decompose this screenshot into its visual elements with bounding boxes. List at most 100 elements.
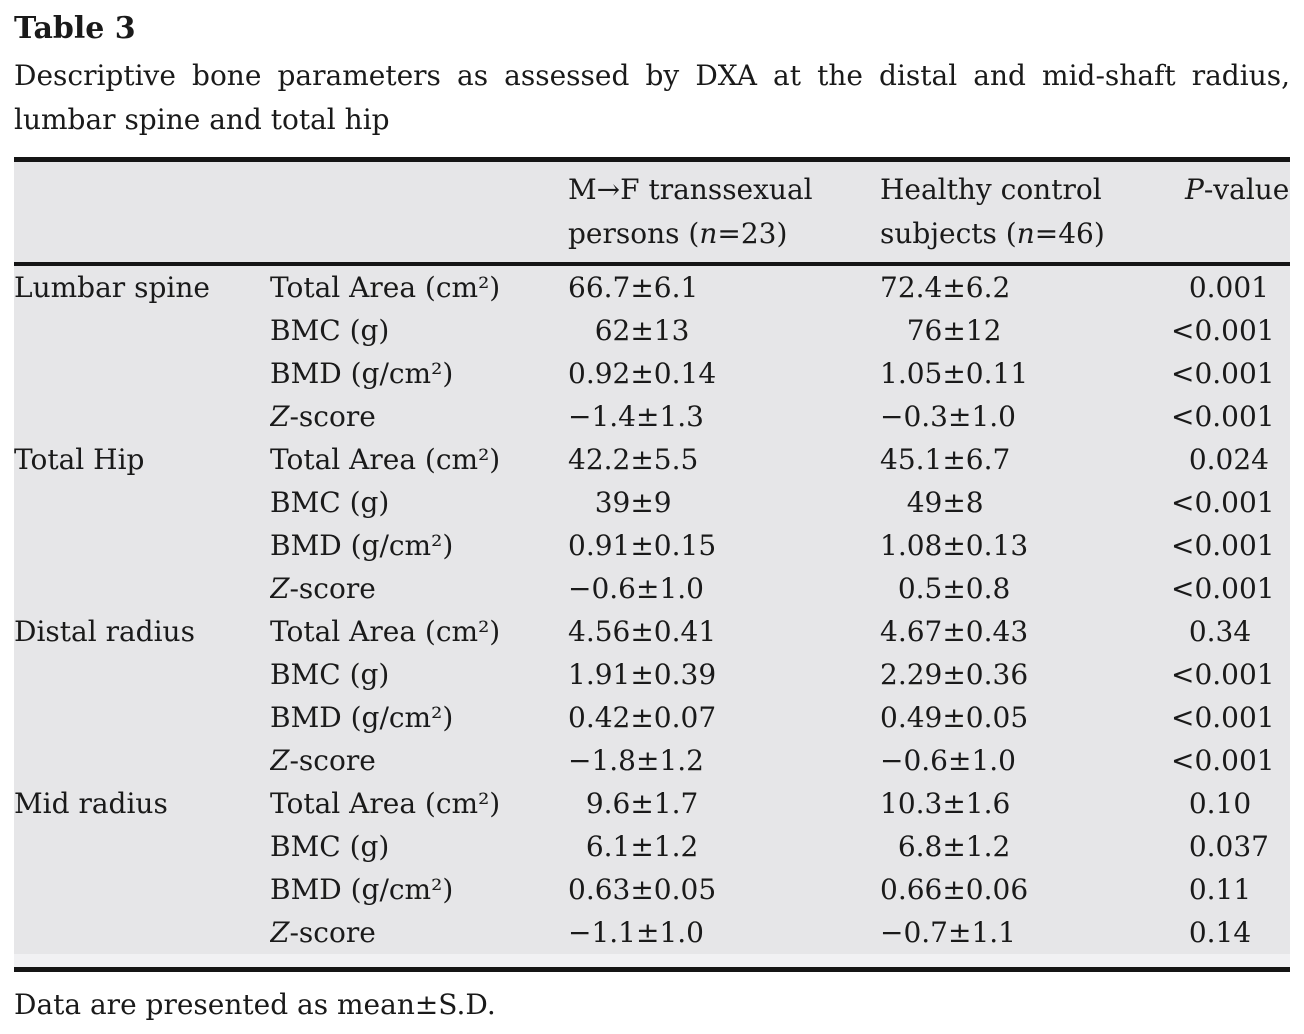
table-header-rule — [14, 262, 1290, 266]
param-label: Z-score — [270, 744, 376, 777]
table-bottom-rule — [14, 967, 1290, 972]
cell-hc-value: 1.08±0.13 — [880, 529, 1029, 562]
caption-line-1: Descriptive bone parameters as assessed … — [14, 59, 1290, 92]
row-group-label: Total Hip — [14, 443, 145, 476]
cell-hc-value: −0.3±1.0 — [880, 400, 1016, 433]
row-group-label — [14, 653, 270, 696]
cell-p-value: <0.001 — [1171, 658, 1275, 691]
cell-hc-value: 6.8±1.2 — [880, 830, 1011, 863]
cell-p-value: 0.34 — [1171, 615, 1252, 648]
param-label: BMD (g/cm²) — [270, 357, 454, 390]
cell-hc-value: 49±8 — [880, 486, 984, 519]
param-label: BMC (g) — [270, 830, 390, 863]
cell-p-value: <0.001 — [1171, 744, 1275, 777]
row-group-label: Mid radius — [14, 787, 168, 820]
param-label: BMC (g) — [270, 658, 390, 691]
table-row: Z-score −1.4±1.3 −0.3±1.0 <0.001 — [14, 395, 1290, 438]
row-group-label — [14, 739, 270, 782]
cell-p-value: <0.001 — [1171, 572, 1275, 605]
table-body: Lumbar spine Total Area (cm²) 66.7±6.1 7… — [14, 266, 1290, 954]
cell-hc-value: −0.7±1.1 — [880, 916, 1016, 949]
header-hc-line1: Healthy control — [880, 173, 1102, 206]
cell-mf-value: 66.7±6.1 — [568, 271, 699, 304]
cell-mf-value: 0.63±0.05 — [568, 873, 717, 906]
table-row: Z-score −1.1±1.0 −0.7±1.1 0.14 — [14, 911, 1290, 954]
cell-p-value: <0.001 — [1171, 400, 1275, 433]
table-row: BMC (g) 6.1±1.2 6.8±1.2 0.037 — [14, 825, 1290, 868]
cell-mf-value: 39±9 — [568, 486, 672, 519]
table-row: BMD (g/cm²) 0.63±0.05 0.66±0.06 0.11 — [14, 868, 1290, 911]
row-group-label: Distal radius — [14, 615, 195, 648]
cell-hc-value: 0.5±0.8 — [880, 572, 1011, 605]
row-group-label — [14, 696, 270, 739]
row-group-label — [14, 567, 270, 610]
cell-hc-value: 72.4±6.2 — [880, 271, 1011, 304]
table-row: Z-score −0.6±1.0 0.5±0.8 <0.001 — [14, 567, 1290, 610]
table-row: Mid radius Total Area (cm²) 9.6±1.7 10.3… — [14, 782, 1290, 825]
italic-z: Z — [270, 744, 290, 777]
header-empty-group — [14, 168, 270, 256]
param-label: Total Area (cm²) — [270, 443, 501, 476]
cell-hc-value: −0.6±1.0 — [880, 744, 1016, 777]
table-top-rule — [14, 157, 1290, 162]
italic-z: Z — [270, 572, 290, 605]
cell-p-value: 0.14 — [1171, 916, 1252, 949]
param-label: BMD (g/cm²) — [270, 701, 454, 734]
cell-p-value: 0.024 — [1171, 443, 1269, 476]
table-row: Lumbar spine Total Area (cm²) 66.7±6.1 7… — [14, 266, 1290, 309]
table-number-heading: Table 3 — [14, 11, 136, 46]
cell-p-value: 0.037 — [1171, 830, 1269, 863]
param-label: Total Area (cm²) — [270, 271, 501, 304]
table-row: Distal radius Total Area (cm²) 4.56±0.41… — [14, 610, 1290, 653]
cell-hc-value: 4.67±0.43 — [880, 615, 1029, 648]
cell-hc-value: 10.3±1.6 — [880, 787, 1011, 820]
row-group-label — [14, 911, 270, 954]
cell-mf-value: 6.1±1.2 — [568, 830, 699, 863]
cell-p-value: <0.001 — [1171, 701, 1275, 734]
param-label: Total Area (cm²) — [270, 615, 501, 648]
cell-hc-value: 0.49±0.05 — [880, 701, 1029, 734]
cell-mf-value: 0.92±0.14 — [568, 357, 717, 390]
header-mf-line2: persons (n=23) — [568, 217, 788, 250]
cell-p-value: <0.001 — [1171, 357, 1275, 390]
italic-z: Z — [270, 400, 290, 433]
cell-hc-value: 0.66±0.06 — [880, 873, 1029, 906]
caption-line-2: lumbar spine and total hip — [14, 103, 390, 136]
param-label: BMD (g/cm²) — [270, 529, 454, 562]
param-label: Z-score — [270, 916, 376, 949]
table-bottom-strip — [14, 954, 1290, 967]
table-row: BMC (g) 1.91±0.39 2.29±0.36 <0.001 — [14, 653, 1290, 696]
row-group-label — [14, 309, 270, 352]
table-row: BMD (g/cm²) 0.92±0.14 1.05±0.11 <0.001 — [14, 352, 1290, 395]
header-mf-column: M→F transsexual persons (n=23) — [568, 168, 880, 256]
cell-mf-value: −0.6±1.0 — [568, 572, 704, 605]
row-group-label — [14, 481, 270, 524]
italic-n: n — [1016, 217, 1035, 250]
table-row: Total Hip Total Area (cm²) 42.2±5.5 45.1… — [14, 438, 1290, 481]
cell-mf-value: 9.6±1.7 — [568, 787, 699, 820]
cell-p-value: <0.001 — [1171, 529, 1275, 562]
cell-mf-value: 0.42±0.07 — [568, 701, 717, 734]
param-label: Total Area (cm²) — [270, 787, 501, 820]
italic-z: Z — [270, 916, 290, 949]
header-mf-line1: M→F transsexual — [568, 173, 813, 206]
header-empty-param — [270, 168, 568, 256]
header-hc-column: Healthy control subjects (n=46) — [880, 168, 1171, 256]
cell-mf-value: 1.91±0.39 — [568, 658, 717, 691]
header-p-column: P-value — [1171, 168, 1290, 256]
table-row: Z-score −1.8±1.2 −0.6±1.0 <0.001 — [14, 739, 1290, 782]
row-group-label: Lumbar spine — [14, 271, 210, 304]
cell-mf-value: 4.56±0.41 — [568, 615, 717, 648]
cell-p-value: 0.001 — [1171, 271, 1269, 304]
cell-hc-value: 76±12 — [880, 314, 1002, 347]
row-group-label — [14, 524, 270, 567]
table-footnote: Data are presented as mean±S.D. — [14, 988, 496, 1021]
cell-p-value: <0.001 — [1171, 486, 1275, 519]
param-label: Z-score — [270, 400, 376, 433]
cell-mf-value: −1.8±1.2 — [568, 744, 704, 777]
param-label: BMD (g/cm²) — [270, 873, 454, 906]
param-label: BMC (g) — [270, 314, 390, 347]
table-row: BMC (g) 62±13 76±12 <0.001 — [14, 309, 1290, 352]
cell-mf-value: −1.1±1.0 — [568, 916, 704, 949]
